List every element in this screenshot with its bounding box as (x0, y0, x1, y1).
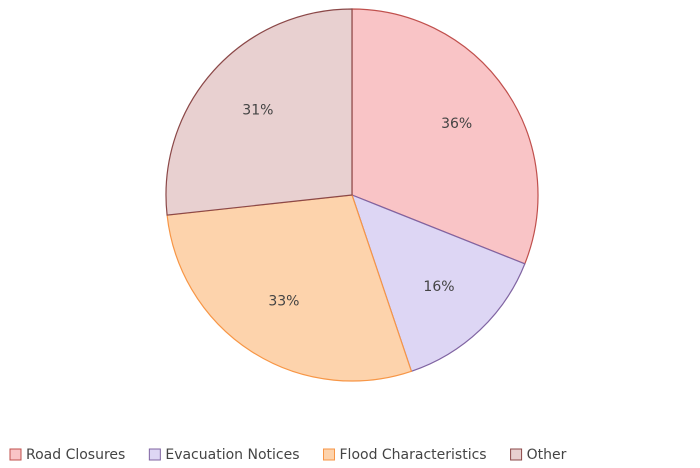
data-label: 33% (268, 294, 299, 310)
pie-slice (351, 8, 539, 265)
data-label: 31% (242, 103, 273, 119)
legend-label: Other (527, 447, 567, 463)
legend-swatch (9, 448, 22, 461)
legend-swatch (510, 448, 523, 461)
legend-swatch (148, 448, 161, 461)
legend-label: Flood Characteristics (340, 447, 487, 463)
legend-label: Road Closures (26, 447, 125, 463)
pie-slice (166, 194, 413, 382)
pie-slice (165, 8, 353, 216)
data-label: 36% (441, 116, 472, 132)
legend: Road Closures Evacuation Notices Flood Cha… (9, 447, 567, 463)
legend-label: Evacuation Notices (165, 447, 299, 463)
pie-slice (351, 193, 526, 373)
legend-swatch (323, 448, 335, 461)
data-label: 16% (423, 279, 454, 295)
